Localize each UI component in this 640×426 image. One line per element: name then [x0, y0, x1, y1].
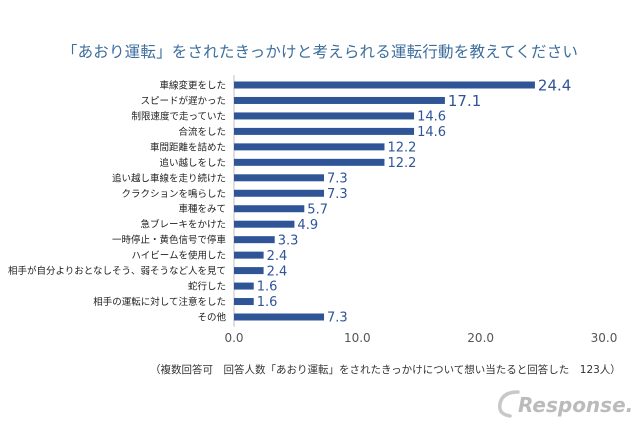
value-label-4: 12.2 — [387, 141, 416, 156]
x-tick-label-0: 0.0 — [224, 331, 243, 345]
bar-4 — [234, 143, 385, 151]
value-label-5: 12.2 — [387, 156, 416, 171]
chart-title: 「あおり運転」をされたきっかけと考えられる運転行動を教えてください — [61, 43, 579, 61]
value-label-13: 1.6 — [257, 280, 278, 295]
bar-5 — [234, 158, 385, 166]
category-label-14: 相手の運転に対して注意をした — [93, 296, 226, 308]
footnote: （複数回答可 回答人数「あおり運転」をされたきっかけについて想い当たると回答した… — [150, 364, 621, 376]
bar-2 — [234, 112, 415, 120]
bar-12 — [234, 267, 264, 275]
category-label-6: 追い越し車線を走り続けた — [112, 172, 226, 184]
value-label-6: 7.3 — [327, 171, 348, 186]
value-label-12: 2.4 — [267, 264, 288, 279]
category-label-2: 制限速度で走っていた — [131, 110, 226, 122]
value-label-9: 4.9 — [297, 218, 318, 233]
bar-8 — [234, 205, 305, 213]
x-tick-label-3: 30.0 — [591, 331, 618, 345]
category-label-15: その他 — [197, 312, 226, 324]
category-label-8: 車種をみて — [178, 203, 226, 215]
category-label-7: クラクションを鳴らした — [121, 188, 226, 200]
category-label-5: 追い越しをした — [159, 157, 226, 169]
value-label-2: 14.6 — [417, 110, 446, 125]
x-tick-label-2: 20.0 — [467, 331, 494, 345]
bar-9 — [234, 220, 295, 228]
bar-13 — [234, 282, 254, 290]
category-label-0: 車線変更をした — [159, 80, 226, 92]
x-tick-label-1: 10.0 — [344, 331, 371, 345]
x-tick-labels: 0.0 10.0 20.0 30.0 — [224, 331, 617, 345]
logo-text: Response. — [518, 393, 633, 417]
logo-swoosh-icon — [497, 390, 520, 418]
value-label-0: 24.4 — [538, 76, 571, 94]
category-label-4: 車間距離を詰めた — [150, 141, 226, 153]
bar-1 — [234, 96, 445, 104]
bar-10 — [234, 236, 275, 244]
category-labels: 車線変更をしたスピードが遅かった制限速度で走っていた合流をした車間距離を詰めた追… — [8, 80, 227, 324]
category-label-10: 一時停止・黄色信号で停車 — [112, 234, 227, 246]
bar-6 — [234, 174, 325, 182]
value-label-8: 5.7 — [307, 202, 328, 217]
bar-0 — [234, 81, 535, 89]
value-label-7: 7.3 — [327, 187, 348, 202]
category-label-13: 蛇行した — [188, 281, 226, 293]
bar-15 — [234, 313, 325, 321]
category-label-1: スピードが遅かった — [140, 95, 226, 107]
value-label-11: 2.4 — [267, 249, 288, 264]
bar-14 — [234, 298, 254, 306]
bar-3 — [234, 127, 415, 135]
category-label-3: 合流をした — [178, 126, 226, 138]
bars — [234, 81, 535, 321]
value-label-14: 1.6 — [257, 295, 278, 310]
value-label-15: 7.3 — [327, 311, 348, 326]
category-label-12: 相手が自分よりおとなしそう、弱そうなど人を見て — [8, 265, 226, 277]
value-label-10: 3.3 — [278, 233, 299, 248]
value-labels: 24.417.114.614.612.212.27.37.35.74.93.32… — [257, 76, 572, 325]
value-label-3: 14.6 — [417, 125, 446, 140]
category-label-11: ハイビームを使用した — [131, 250, 226, 262]
response-logo: Response. — [497, 390, 633, 418]
bar-11 — [234, 251, 264, 259]
category-label-9: 急ブレーキをかけた — [140, 219, 226, 231]
bar-7 — [234, 189, 325, 197]
value-label-1: 17.1 — [448, 92, 481, 110]
